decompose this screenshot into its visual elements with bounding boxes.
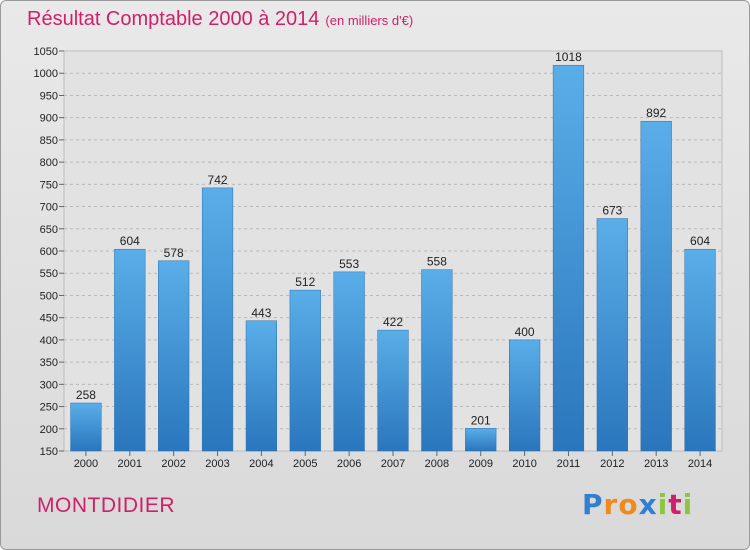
y-tick-label: 1050: [34, 46, 58, 58]
data-label-2008: 558: [427, 255, 447, 269]
data-label-2003: 742: [208, 173, 228, 187]
bar-2007: [377, 329, 409, 452]
x-tick-label: 2004: [249, 458, 273, 470]
bar-2003: [201, 187, 234, 452]
x-tick-label: 2006: [337, 458, 361, 470]
bar-2010: [508, 339, 541, 452]
chart-title-text: Résultat Comptable 2000 à 2014: [27, 8, 320, 30]
y-tick-label: 600: [40, 246, 58, 258]
data-label-2010: 400: [515, 325, 535, 339]
bar-2009: [465, 428, 497, 452]
y-tick-label: 650: [40, 224, 58, 236]
x-tick-label: 2010: [512, 458, 536, 470]
chart-subtitle: (en milliers d'€): [325, 13, 414, 28]
data-label-2014: 604: [690, 234, 710, 248]
logo-letter: r: [603, 488, 619, 521]
data-label-2006: 553: [339, 257, 359, 271]
data-label-2001: 604: [120, 234, 140, 248]
x-tick-label: 2000: [74, 458, 98, 470]
logo-letter: P: [582, 488, 604, 521]
x-tick-label: 2013: [644, 458, 668, 470]
data-label-2000: 258: [76, 388, 96, 402]
bar-2001: [114, 248, 146, 452]
x-tick-label: 2007: [381, 458, 405, 470]
bar-2012: [596, 218, 628, 452]
data-label-2005: 512: [295, 275, 315, 289]
y-tick-label: 750: [40, 179, 58, 191]
logo-letter: i: [657, 488, 669, 521]
y-tick-label: 400: [40, 335, 58, 347]
logo-letter: t: [668, 488, 683, 521]
x-tick-label: 2005: [293, 458, 317, 470]
bar-2011: [552, 64, 585, 452]
bar-2004: [245, 320, 278, 452]
y-tick-label: 350: [40, 357, 58, 369]
x-axis-ticks: 2000 2001 2002 2003 2004 2005 2006 2007 2008 2009…: [74, 451, 712, 470]
y-tick-label: 1000: [34, 68, 58, 80]
x-tick-label: 2008: [425, 458, 449, 470]
x-tick-label: 2011: [557, 458, 581, 470]
bar-2002: [158, 260, 190, 452]
y-tick-label: 700: [40, 202, 58, 214]
y-tick-label: 850: [40, 135, 58, 147]
bar-2006: [333, 271, 365, 452]
y-tick-label: 800: [40, 157, 58, 169]
logo-letter: i: [682, 488, 694, 521]
x-tick-label: 2002: [161, 458, 185, 470]
proxiti-logo: Proxiti: [582, 488, 693, 521]
bar-2005: [289, 289, 321, 452]
y-tick-label: 300: [40, 379, 58, 391]
bar-2014: [684, 248, 716, 452]
y-axis-ticks: 150 200 250 300 350 400 450 500 550 600 650 700 750 8…: [34, 46, 64, 458]
data-label-2009: 201: [471, 413, 491, 427]
commune-name: MONTDIDIER: [37, 494, 175, 517]
data-label-2004: 443: [251, 306, 271, 320]
y-tick-label: 900: [40, 113, 58, 125]
y-tick-label: 550: [40, 268, 58, 280]
data-label-2012: 673: [602, 204, 622, 218]
y-tick-label: 150: [40, 446, 58, 458]
data-label-2002: 578: [164, 246, 184, 260]
bar-2008: [421, 269, 453, 452]
y-tick-label: 500: [40, 290, 58, 302]
x-tick-label: 2003: [205, 458, 229, 470]
y-tick-label: 250: [40, 402, 58, 414]
chart-title: Résultat Comptable 2000 à 2014 (en millie…: [27, 8, 413, 31]
y-tick-label: 200: [40, 424, 58, 436]
x-tick-label: 2014: [688, 458, 712, 470]
y-tick-label: 950: [40, 90, 58, 102]
x-tick-label: 2009: [468, 458, 492, 470]
bar-2000: [70, 402, 102, 452]
data-label-2007: 422: [383, 315, 403, 329]
bar-2013: [640, 120, 672, 452]
y-tick-label: 450: [40, 313, 58, 325]
data-label-2011: 1018: [555, 50, 582, 64]
x-tick-label: 2001: [118, 458, 142, 470]
logo-letter: x: [638, 488, 658, 521]
x-tick-label: 2012: [600, 458, 624, 470]
logo-letter: o: [618, 488, 639, 521]
bars: 258 604 578 742 443 512 553 422 558 201 400 1018 673…: [70, 50, 716, 452]
data-label-2013: 892: [646, 106, 666, 120]
